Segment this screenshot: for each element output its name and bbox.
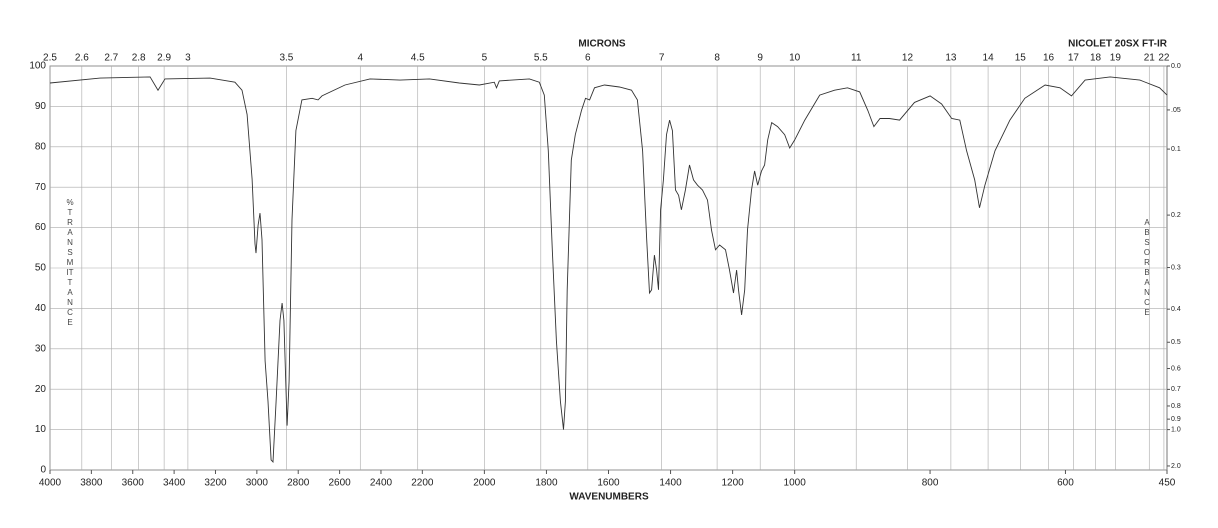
y2-tick-label: 0.0 <box>1171 63 1181 70</box>
x2-tick-label: 2.5 <box>43 53 57 64</box>
x2-tick-label: 7 <box>659 53 665 64</box>
y2-tick-label: 0.6 <box>1171 365 1181 372</box>
x-tick-label: 2800 <box>287 478 310 489</box>
y2-tick-label: 1.0 <box>1171 426 1181 433</box>
y2-tick-label: .05 <box>1171 107 1181 114</box>
x2-tick-label: 4 <box>357 53 363 64</box>
x-tick-label: 4000 <box>39 478 62 489</box>
x2-tick-label: 14 <box>983 53 995 64</box>
x-tick-label: 600 <box>1057 478 1074 489</box>
x-axis-title: WAVENUMBERS <box>569 492 649 503</box>
y-tick-label: 100 <box>29 61 46 72</box>
x-tick-label: 1800 <box>535 478 558 489</box>
x-tick-label: 3000 <box>246 478 269 489</box>
x2-tick-label: 2.7 <box>104 53 118 64</box>
x2-tick-label: 4.5 <box>411 53 425 64</box>
y2-tick-label: 0.7 <box>1171 386 1181 393</box>
y-axis-title: %TRANSMITTANCE <box>66 198 74 327</box>
x2-tick-label: 18 <box>1090 53 1102 64</box>
x2-tick-label: 11 <box>851 53 862 64</box>
x-tick-label: 2000 <box>473 478 496 489</box>
x2-tick-label: 22 <box>1158 53 1170 64</box>
spectrum-line <box>49 76 1168 463</box>
y2-tick-label: 0.3 <box>1171 264 1181 271</box>
x-tick-label: 3400 <box>163 478 186 489</box>
y2-axis-title: ABSORBANCE <box>1143 218 1151 317</box>
x-tick-label: 2400 <box>370 478 393 489</box>
y-tick-label: 50 <box>35 263 47 274</box>
x-tick-label: 1200 <box>721 478 744 489</box>
y2-tick-label: 0.9 <box>1171 416 1181 423</box>
y2-tick-label: 0.4 <box>1171 306 1181 313</box>
y2-tick-label: 0.2 <box>1171 212 1181 219</box>
x-tick-label: 3800 <box>80 478 103 489</box>
y-tick-label: 20 <box>35 384 47 395</box>
x-tick-label: 3200 <box>204 478 227 489</box>
x-tick-label: 3600 <box>122 478 145 489</box>
y-tick-label: 80 <box>35 141 47 152</box>
chart-title: NICOLET 20SX FT-IR <box>1068 39 1168 50</box>
y2-tick-label: 0.8 <box>1171 403 1181 410</box>
y-tick-label: 0 <box>40 465 46 476</box>
x-tick-label: 2600 <box>328 478 351 489</box>
x2-tick-label: 3.5 <box>279 53 293 64</box>
x2-tick-label: 2.6 <box>75 53 89 64</box>
x2-tick-label: 17 <box>1068 53 1080 64</box>
y2-tick-label: 0.5 <box>1171 339 1181 346</box>
y-tick-label: 40 <box>35 303 47 314</box>
x2-tick-label: 13 <box>945 53 957 64</box>
x-tick-label: 2200 <box>411 478 434 489</box>
x2-tick-label: 16 <box>1043 53 1055 64</box>
x2-tick-label: 3 <box>185 53 191 64</box>
y-tick-label: 30 <box>35 343 47 354</box>
x2-tick-label: 8 <box>714 53 720 64</box>
x2-tick-label: 10 <box>789 53 801 64</box>
x-tick-label: 1000 <box>784 478 807 489</box>
x2-tick-label: 9 <box>757 53 763 64</box>
x2-tick-label: 5.5 <box>534 53 548 64</box>
y2-tick-label: 0.1 <box>1171 146 1181 153</box>
x-tick-label: 1600 <box>597 478 620 489</box>
x2-tick-label: 19 <box>1110 53 1122 64</box>
x2-tick-label: 5 <box>482 53 488 64</box>
x2-axis-title: MICRONS <box>578 39 626 50</box>
x2-tick-label: 21 <box>1144 53 1156 64</box>
y2-tick-label: 2.0 <box>1171 463 1181 470</box>
x2-tick-label: 15 <box>1015 53 1027 64</box>
x-tick-label: 1400 <box>659 478 682 489</box>
x2-tick-label: 2.9 <box>157 53 171 64</box>
x2-tick-label: 12 <box>902 53 914 64</box>
y-tick-label: 90 <box>35 101 47 112</box>
x-tick-label: 800 <box>922 478 939 489</box>
y-tick-label: 70 <box>35 182 47 193</box>
x2-tick-label: 2.8 <box>132 53 146 64</box>
x2-tick-label: 6 <box>585 53 591 64</box>
x-tick-label: 450 <box>1159 478 1176 489</box>
y-tick-label: 10 <box>35 424 47 435</box>
y-tick-label: 60 <box>35 222 47 233</box>
